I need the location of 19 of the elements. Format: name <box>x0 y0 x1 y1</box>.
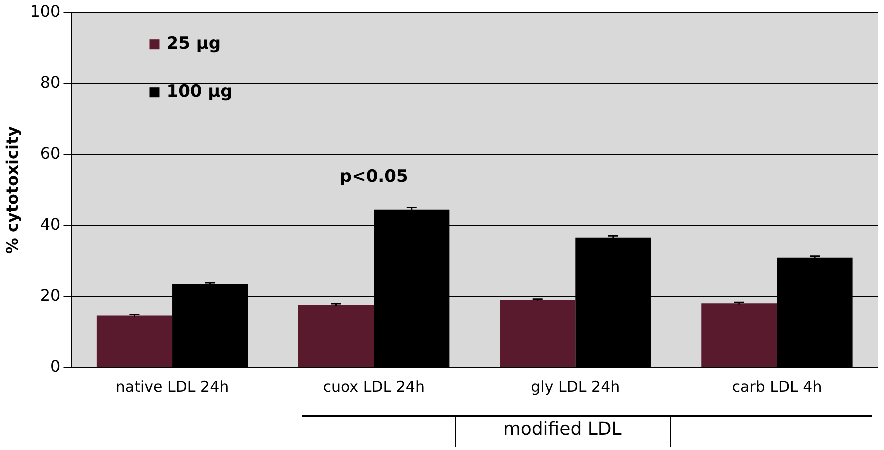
bar <box>702 304 778 368</box>
y-tick-label: 80 <box>40 72 61 92</box>
y-tick-label: 60 <box>40 144 61 163</box>
x-tick-label: gly LDL 24h <box>531 378 620 396</box>
bar <box>96 316 173 368</box>
legend-label: 100 µg <box>166 82 233 102</box>
y-tick-label: 20 <box>40 286 61 306</box>
y-axis-title: % cytotoxicity <box>2 126 22 254</box>
annotation: p<0.05 <box>340 166 408 187</box>
x-tick-label: cuox LDL 24h <box>323 378 425 396</box>
x-tick-label: carb LDL 4h <box>732 378 822 396</box>
legend-label: 25 µg <box>166 34 222 54</box>
y-tick-label: 100 <box>30 2 61 21</box>
text: modified LDL <box>503 419 622 440</box>
y-tick-label: 0 <box>50 357 61 376</box>
x-tick-label: native LDL 24h <box>116 378 230 396</box>
y-tick-label: 40 <box>40 214 61 234</box>
bar <box>500 300 576 368</box>
bar <box>298 305 374 368</box>
